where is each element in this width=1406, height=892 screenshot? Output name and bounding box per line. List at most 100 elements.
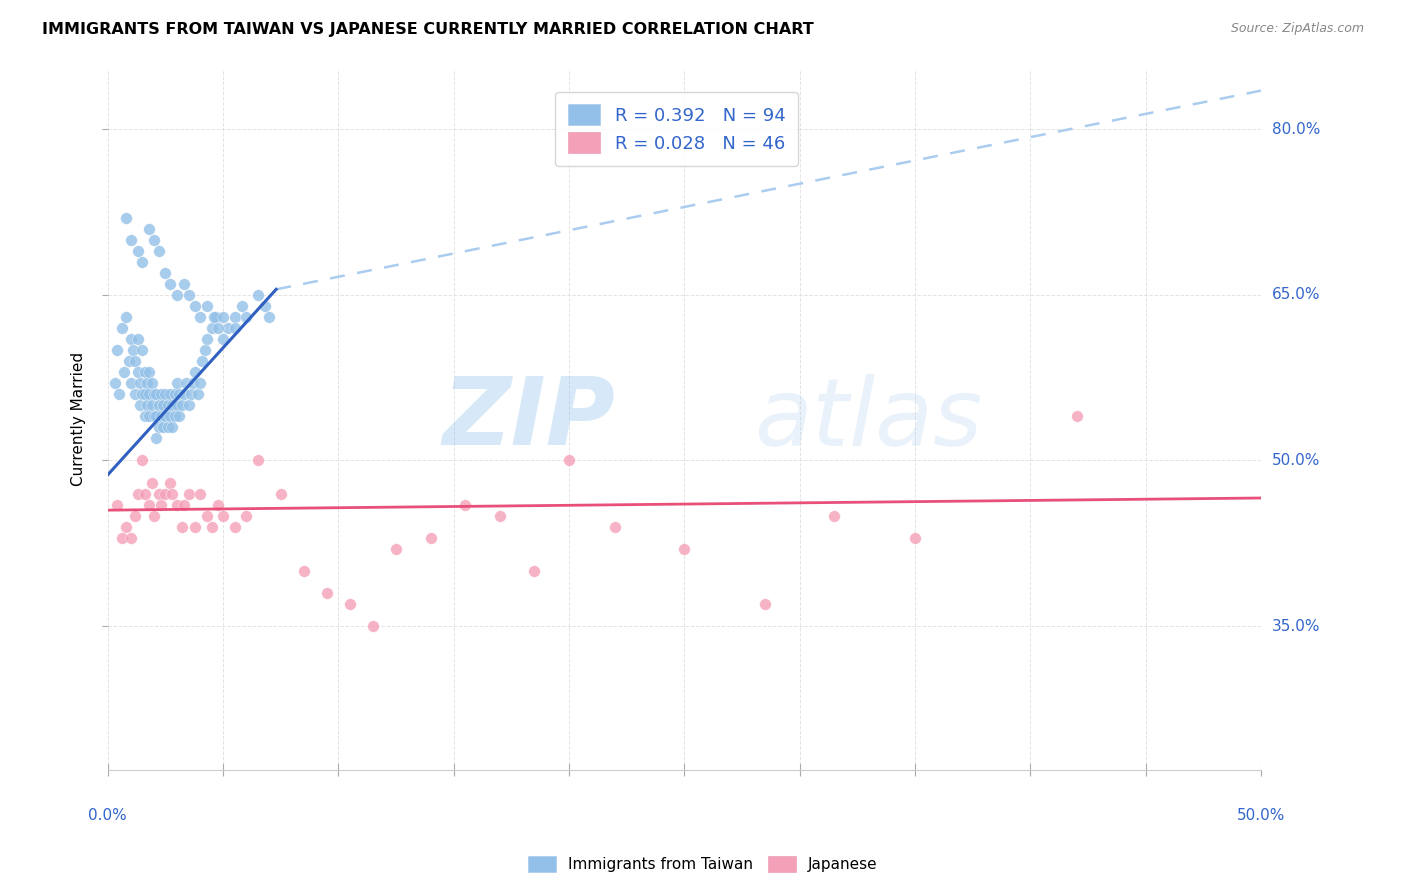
Point: [170, 519, 193, 533]
Point: [134, 486, 156, 500]
Point: [159, 387, 181, 401]
Point: [170, 398, 193, 412]
Point: [257, 310, 280, 324]
Point: [177, 486, 200, 500]
Point: [127, 244, 149, 258]
Point: [145, 409, 167, 424]
Text: atlas: atlas: [754, 374, 981, 465]
Point: [489, 508, 512, 523]
Point: [138, 365, 160, 379]
Point: [169, 409, 191, 424]
Point: [159, 277, 181, 291]
Point: [138, 409, 160, 424]
Point: [207, 321, 229, 335]
Point: [131, 453, 153, 467]
Point: [605, 519, 627, 533]
Point: [231, 299, 253, 313]
Point: [105, 498, 128, 512]
Point: [156, 398, 179, 412]
Point: [142, 409, 165, 424]
Point: [136, 398, 159, 412]
Point: [134, 365, 156, 379]
Point: [174, 376, 197, 391]
Text: 35.0%: 35.0%: [1272, 618, 1320, 633]
Point: [754, 597, 776, 611]
Point: [200, 519, 222, 533]
Point: [110, 321, 132, 335]
Point: [246, 453, 269, 467]
Point: [173, 387, 195, 401]
Point: [141, 475, 163, 490]
Point: [212, 310, 235, 324]
Point: [184, 365, 207, 379]
Point: [117, 354, 139, 368]
Point: [162, 486, 184, 500]
Point: [191, 354, 214, 368]
Point: [145, 431, 167, 445]
Point: [253, 299, 276, 313]
Text: IMMIGRANTS FROM TAIWAN VS JAPANESE CURRENTLY MARRIED CORRELATION CHART: IMMIGRANTS FROM TAIWAN VS JAPANESE CURRE…: [42, 22, 814, 37]
Point: [169, 387, 191, 401]
Point: [207, 498, 229, 512]
Text: 0.0%: 0.0%: [89, 808, 127, 823]
Point: [205, 310, 228, 324]
Text: ZIP: ZIP: [443, 373, 616, 465]
Point: [155, 409, 177, 424]
Point: [124, 354, 146, 368]
Point: [131, 254, 153, 268]
Point: [235, 310, 257, 324]
Point: [104, 376, 127, 391]
Point: [523, 564, 546, 578]
Point: [127, 332, 149, 346]
Point: [127, 486, 149, 500]
Point: [212, 508, 235, 523]
Point: [142, 233, 165, 247]
Point: [904, 531, 927, 545]
Point: [145, 387, 167, 401]
Point: [149, 409, 172, 424]
Point: [142, 508, 165, 523]
Point: [195, 508, 218, 523]
Point: [212, 332, 235, 346]
Point: [138, 498, 160, 512]
Point: [152, 398, 174, 412]
Point: [155, 266, 177, 280]
Point: [115, 519, 138, 533]
Point: [224, 519, 246, 533]
Point: [108, 387, 131, 401]
Point: [177, 288, 200, 302]
Point: [131, 387, 153, 401]
Point: [142, 387, 165, 401]
Point: [120, 233, 142, 247]
Point: [138, 387, 160, 401]
Point: [184, 519, 207, 533]
Point: [122, 343, 145, 357]
Y-axis label: Currently Married: Currently Married: [72, 352, 86, 486]
Point: [159, 475, 181, 490]
Point: [246, 288, 269, 302]
Point: [141, 398, 163, 412]
Point: [316, 586, 339, 600]
Point: [152, 420, 174, 434]
Point: [173, 498, 195, 512]
Point: [148, 420, 170, 434]
Point: [224, 310, 246, 324]
Point: [136, 376, 159, 391]
Point: [115, 211, 138, 225]
Text: 65.0%: 65.0%: [1272, 287, 1320, 302]
Point: [134, 409, 156, 424]
Point: [141, 376, 163, 391]
Point: [155, 387, 177, 401]
Point: [163, 409, 186, 424]
Point: [184, 299, 207, 313]
Point: [115, 310, 138, 324]
Point: [149, 498, 172, 512]
Point: [148, 244, 170, 258]
Point: [166, 288, 188, 302]
Point: [163, 387, 186, 401]
Point: [558, 453, 581, 467]
Text: Source: ZipAtlas.com: Source: ZipAtlas.com: [1230, 22, 1364, 36]
Point: [188, 310, 211, 324]
Point: [173, 277, 195, 291]
Point: [270, 486, 292, 500]
